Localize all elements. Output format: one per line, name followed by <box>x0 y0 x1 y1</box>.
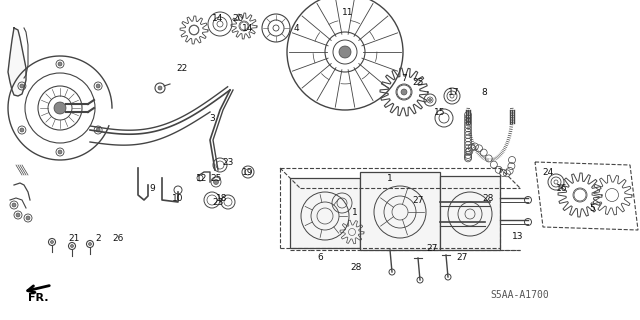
Text: 9: 9 <box>149 183 155 193</box>
Text: 15: 15 <box>435 108 445 116</box>
Circle shape <box>58 150 62 154</box>
Circle shape <box>51 241 54 244</box>
Text: 27: 27 <box>426 244 438 252</box>
Text: 13: 13 <box>512 231 524 241</box>
Circle shape <box>339 46 351 58</box>
Circle shape <box>158 86 162 90</box>
Text: 19: 19 <box>243 167 253 177</box>
Text: 28: 28 <box>350 263 362 273</box>
Text: 24: 24 <box>542 167 554 177</box>
Polygon shape <box>8 28 26 96</box>
Text: 23: 23 <box>222 157 234 166</box>
Circle shape <box>70 244 74 247</box>
Text: 27: 27 <box>412 196 424 204</box>
Text: 23: 23 <box>212 197 224 206</box>
Circle shape <box>429 99 431 101</box>
Text: 3: 3 <box>209 114 215 123</box>
Text: 12: 12 <box>196 173 208 182</box>
Text: 21: 21 <box>68 234 80 243</box>
Circle shape <box>96 84 100 88</box>
Text: 18: 18 <box>216 194 228 203</box>
Text: FR.: FR. <box>28 293 48 303</box>
Circle shape <box>88 243 92 245</box>
Text: 11: 11 <box>342 7 354 17</box>
Text: 4: 4 <box>293 23 299 33</box>
Text: S5AA-A1700: S5AA-A1700 <box>490 290 548 300</box>
Circle shape <box>12 203 16 207</box>
Text: 6: 6 <box>317 253 323 262</box>
Circle shape <box>58 62 62 66</box>
Text: 17: 17 <box>448 87 460 97</box>
Bar <box>360 172 440 250</box>
Text: 25: 25 <box>412 77 424 86</box>
Text: 14: 14 <box>243 23 253 33</box>
Text: 22: 22 <box>177 63 188 73</box>
Text: 2: 2 <box>95 234 101 243</box>
Text: 5: 5 <box>589 204 595 212</box>
Text: 28: 28 <box>483 194 493 203</box>
Text: 26: 26 <box>112 234 124 243</box>
Text: 14: 14 <box>212 13 224 22</box>
Text: 25: 25 <box>211 173 221 182</box>
Text: 20: 20 <box>232 13 244 22</box>
Circle shape <box>20 128 24 132</box>
Text: 10: 10 <box>172 194 184 203</box>
Text: 27: 27 <box>456 253 468 262</box>
Text: 1: 1 <box>387 173 393 182</box>
Text: 7: 7 <box>401 74 407 83</box>
Bar <box>440 176 500 250</box>
Bar <box>290 178 360 248</box>
Circle shape <box>20 84 24 88</box>
Circle shape <box>54 102 66 114</box>
Text: 16: 16 <box>556 183 568 193</box>
Text: 1: 1 <box>352 207 358 217</box>
Circle shape <box>214 180 218 185</box>
Circle shape <box>96 128 100 132</box>
Circle shape <box>401 89 407 95</box>
Text: 8: 8 <box>481 87 487 97</box>
Circle shape <box>16 213 20 217</box>
Circle shape <box>26 216 30 220</box>
